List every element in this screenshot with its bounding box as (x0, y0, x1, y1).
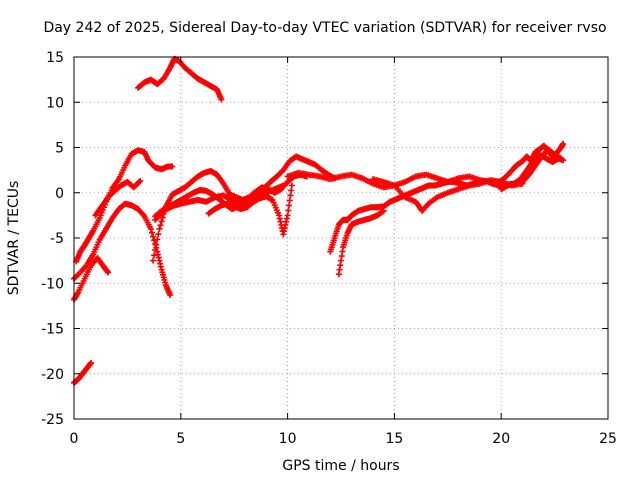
data-point (288, 182, 295, 189)
x-tick-label: 25 (599, 431, 617, 447)
data-point (153, 241, 160, 248)
series-arc-3 (71, 200, 174, 299)
data-point (155, 231, 162, 238)
y-tick-label: 5 (55, 141, 64, 157)
series-arc-1 (135, 55, 225, 103)
data-point (105, 269, 112, 276)
data-point (169, 163, 176, 170)
y-tick-label: -10 (41, 276, 64, 292)
y-tick-label: 15 (46, 50, 64, 66)
y-axis-label: SDTVAR / TECUs (6, 181, 22, 296)
y-tick-label: 0 (55, 186, 64, 202)
data-point (157, 222, 164, 229)
x-tick-label: 15 (385, 431, 403, 447)
data-point (152, 247, 159, 254)
x-tick-label: 10 (279, 431, 297, 447)
data-point (137, 177, 144, 184)
chart-title: Day 242 of 2025, Sidereal Day-to-day VTE… (43, 20, 606, 36)
y-tick-label: -5 (50, 231, 64, 247)
data-point (218, 96, 225, 103)
y-tick-label: -25 (41, 412, 64, 428)
x-axis-label: GPS time / hours (282, 458, 399, 474)
tick-layer: 0 5 10 15 20 25 -25 -20 -15 -10 -5 0 5 10 15 (41, 50, 617, 447)
y-tick-label: 10 (46, 95, 64, 111)
series-arc-17 (519, 146, 565, 185)
data-point (150, 233, 157, 240)
series-arc-4 (71, 254, 112, 303)
data-point (154, 236, 161, 243)
data-point (156, 225, 163, 232)
x-tick-label: 5 (176, 431, 185, 447)
series-arc-10 (205, 182, 295, 238)
y-tick-label: -20 (41, 367, 64, 383)
series-arc-5 (92, 177, 144, 219)
data-point (158, 218, 165, 225)
data-point (380, 207, 387, 214)
data-point (280, 182, 287, 189)
data-layer (71, 55, 567, 386)
data-point (88, 359, 95, 366)
data-point (150, 257, 157, 264)
data-point (136, 179, 143, 186)
x-tick-label: 0 (70, 431, 79, 447)
data-point (560, 140, 567, 147)
data-point (167, 292, 174, 299)
series-arc-12 (335, 207, 387, 278)
data-point (151, 252, 158, 259)
data-point (558, 155, 565, 162)
x-tick-label: 20 (492, 431, 510, 447)
y-tick-label: -15 (41, 322, 64, 338)
data-point (147, 225, 154, 232)
series-arc-11 (327, 177, 515, 255)
data-point (148, 229, 155, 236)
